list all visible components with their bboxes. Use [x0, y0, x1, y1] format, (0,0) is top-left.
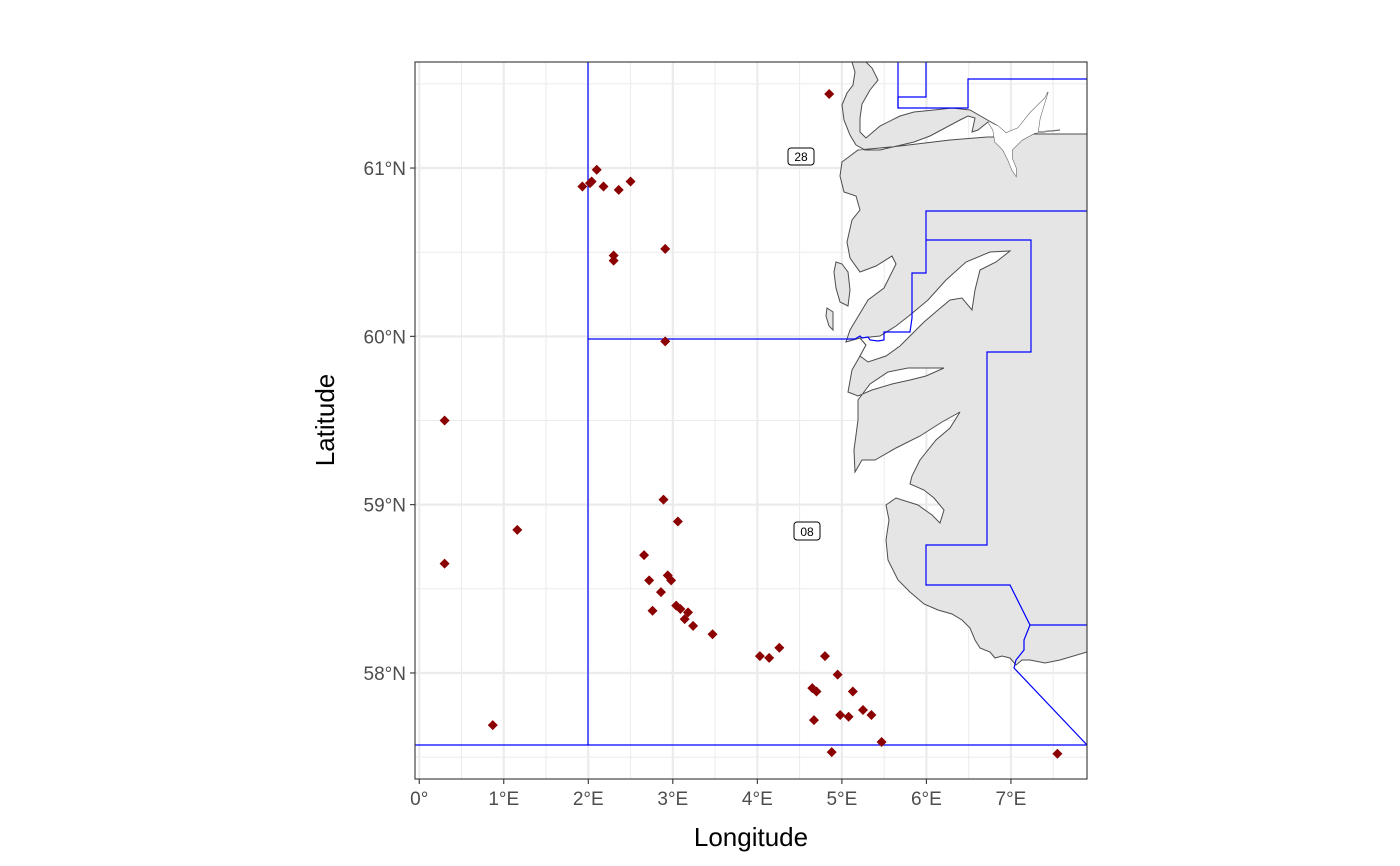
data-point [658, 494, 669, 505]
x-tick-label: 2°E [573, 789, 604, 810]
fjord-water [858, 250, 1012, 363]
data-point [1052, 748, 1063, 759]
data-point [764, 652, 775, 663]
data-point [688, 620, 699, 631]
x-axis-title: Longitude [694, 822, 808, 852]
data-point [591, 164, 602, 175]
data-point [666, 575, 677, 586]
x-tick-label: 4°E [742, 789, 773, 810]
boundary-line [588, 210, 1087, 342]
axes: 0° 1°E 2°E 3°E 4°E 5°E 6°E 7°E 58°N 59°N 60°N 61°N [364, 159, 1027, 810]
y-tick-label: 60°N [364, 327, 406, 348]
data-point [439, 415, 450, 426]
data-point [613, 184, 624, 195]
data-point [808, 715, 819, 726]
data-point [826, 747, 837, 758]
data-point [683, 607, 694, 618]
mainland-land [839, 62, 1087, 666]
data-point [832, 669, 843, 680]
data-point [679, 614, 690, 625]
ices-area-label-28: 28 [787, 147, 815, 166]
survey-points [439, 88, 1063, 759]
east-land [988, 92, 1060, 176]
data-point [754, 651, 765, 662]
data-point [824, 88, 835, 99]
data-point [866, 710, 877, 721]
data-point [819, 651, 830, 662]
data-point [835, 710, 846, 721]
area-label-text: 28 [794, 150, 808, 164]
x-tick-label: 3°E [657, 789, 688, 810]
boundary-line [925, 239, 1087, 626]
island-land [833, 261, 851, 307]
data-point [655, 587, 666, 598]
norway-coastline [825, 62, 1087, 666]
x-tick-label: 7°E [996, 789, 1027, 810]
data-point [647, 605, 658, 616]
island-land [825, 307, 834, 332]
data-point [577, 181, 588, 192]
panel-border [414, 61, 1088, 780]
x-tick-label: 6°E [911, 789, 942, 810]
y-tick-label: 61°N [364, 159, 406, 180]
x-tick-label: 1°E [488, 789, 519, 810]
data-point [876, 736, 887, 747]
boundary-line [897, 78, 1087, 109]
y-tick-label: 59°N [364, 496, 406, 517]
boundary-line [1013, 624, 1087, 746]
ices-area-label-08: 08 [793, 521, 821, 541]
y-axis-title: Latitude [310, 374, 340, 467]
data-point [608, 250, 619, 261]
boundary-line [897, 62, 927, 108]
data-point [811, 686, 822, 697]
data-point [858, 704, 868, 715]
data-point [660, 336, 671, 347]
data-point [675, 604, 686, 615]
x-tick-label: 5°E [826, 789, 857, 810]
data-point [608, 255, 619, 266]
data-point [774, 642, 785, 653]
area-label-box [787, 147, 815, 166]
area-label-text: 08 [800, 525, 814, 539]
data-point [512, 524, 523, 535]
ices-area-boundaries [415, 62, 1087, 746]
data-point [487, 720, 498, 731]
area-label-box [793, 521, 821, 541]
y-tick-label: 58°N [364, 664, 406, 685]
data-point [625, 176, 636, 187]
x-tick-label: 0° [410, 789, 428, 810]
data-point [707, 629, 718, 640]
data-point [847, 686, 858, 697]
data-point [439, 558, 450, 569]
data-point [660, 243, 671, 254]
data-point [843, 711, 854, 722]
data-point [672, 516, 683, 527]
data-point [639, 550, 650, 561]
data-point [586, 176, 597, 187]
data-point [598, 181, 609, 192]
data-point [644, 575, 655, 586]
